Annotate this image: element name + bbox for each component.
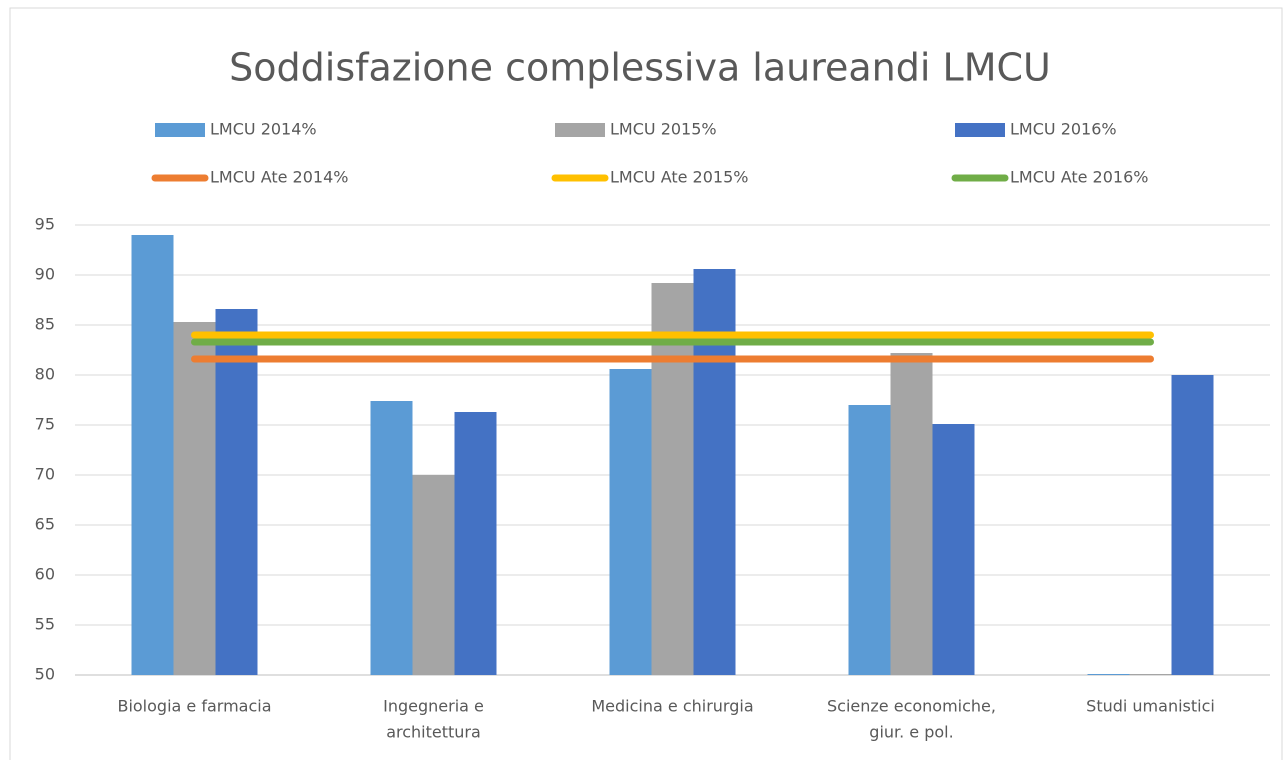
legend-label: LMCU 2016% <box>1010 120 1117 139</box>
x-tick-label: architettura <box>386 723 481 742</box>
x-tick-label: giur. e pol. <box>869 723 953 742</box>
y-tick-label: 90 <box>35 265 55 284</box>
x-tick-label: Biologia e farmacia <box>117 697 271 716</box>
y-tick-label: 60 <box>35 565 55 584</box>
y-tick-label: 65 <box>35 515 55 534</box>
bar <box>651 283 694 675</box>
y-tick-label: 55 <box>35 615 55 634</box>
y-tick-label: 95 <box>35 215 55 234</box>
bar <box>693 269 736 675</box>
legend-label: LMCU Ate 2015% <box>610 168 748 187</box>
bar <box>370 401 413 675</box>
bar <box>173 322 216 675</box>
y-tick-label: 50 <box>35 665 55 684</box>
x-tick-label: Scienze economiche, <box>827 697 996 716</box>
y-tick-label: 80 <box>35 365 55 384</box>
legend-label: LMCU 2014% <box>210 120 317 139</box>
bar <box>454 412 497 675</box>
chart-title: Soddisfazione complessiva laureandi LMCU <box>229 46 1051 90</box>
y-tick-label: 85 <box>35 315 55 334</box>
legend-swatch <box>955 123 1005 137</box>
bar <box>890 353 933 675</box>
legend-label: LMCU Ate 2014% <box>210 168 348 187</box>
bar <box>1129 674 1172 675</box>
bar <box>215 309 258 675</box>
legend-swatch <box>555 123 605 137</box>
bar <box>412 475 455 675</box>
bar <box>1087 674 1130 675</box>
legend-label: LMCU Ate 2016% <box>1010 168 1148 187</box>
x-tick-label: Studi umanistici <box>1086 697 1215 716</box>
legend-swatch <box>155 123 205 137</box>
bar <box>848 405 891 675</box>
bar <box>609 369 652 675</box>
y-tick-label: 70 <box>35 465 55 484</box>
x-tick-label: Medicina e chirurgia <box>591 697 753 716</box>
legend-label: LMCU 2015% <box>610 120 717 139</box>
y-tick-label: 75 <box>35 415 55 434</box>
bar <box>932 424 975 675</box>
bar <box>1171 375 1214 675</box>
bar <box>131 235 174 675</box>
x-tick-label: Ingegneria e <box>383 697 484 716</box>
